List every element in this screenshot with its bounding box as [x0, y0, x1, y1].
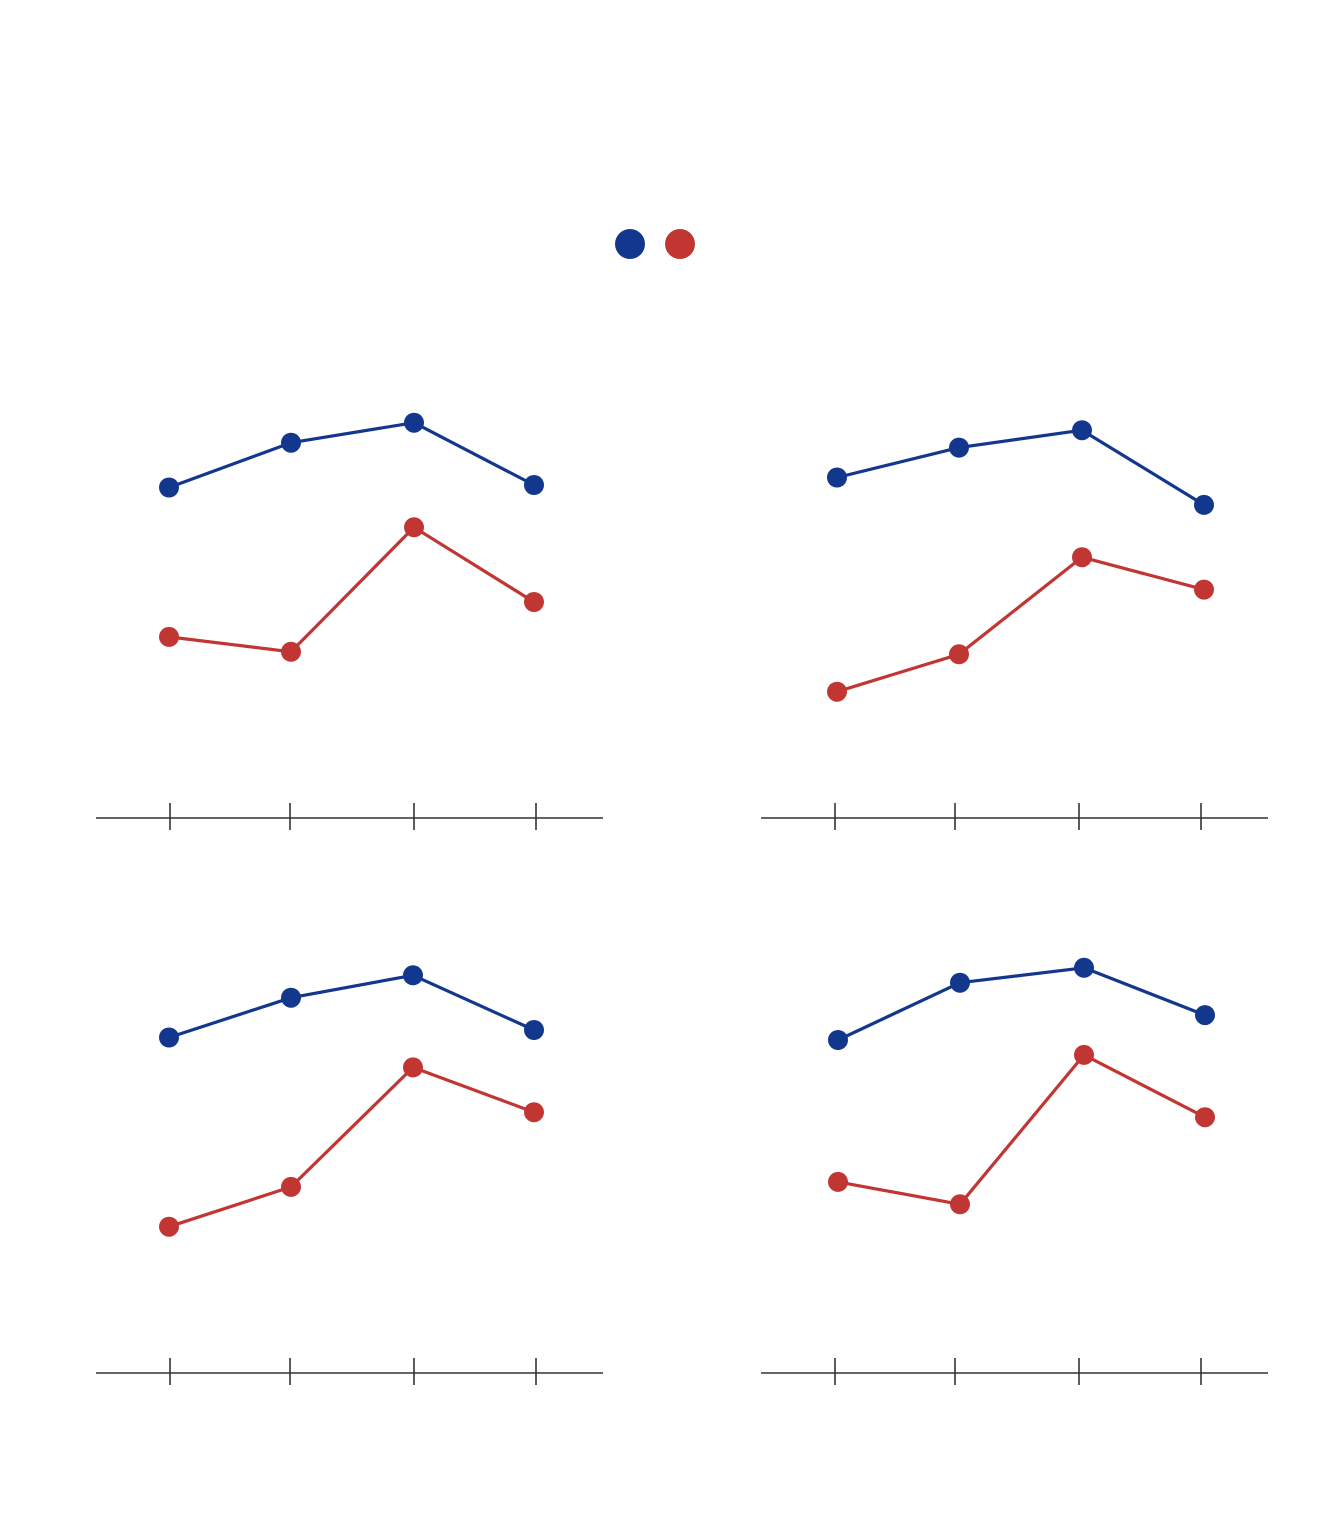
series-1 [159, 965, 544, 1048]
data-point-1 [828, 1030, 848, 1050]
series-line [168, 973, 535, 1040]
data-point-4 [524, 592, 544, 612]
data-point-1 [159, 626, 179, 647]
series-line [836, 428, 1205, 507]
series-2 [828, 1044, 1215, 1215]
data-point-2 [281, 1176, 301, 1197]
data-point-4 [1194, 494, 1214, 515]
panel-4 [761, 957, 1268, 1385]
data-point-3 [404, 412, 424, 433]
data-point-2 [950, 1194, 970, 1215]
data-point-4 [1195, 1005, 1215, 1026]
series-line [837, 1053, 1206, 1206]
data-point-1 [827, 467, 847, 488]
data-point-1 [159, 477, 179, 498]
data-point-4 [524, 1102, 544, 1123]
series-line [168, 1065, 535, 1229]
data-point-2 [281, 987, 301, 1008]
series-2 [159, 1057, 544, 1237]
panel-2 [761, 420, 1268, 830]
series-line [168, 421, 535, 490]
data-point-4 [1195, 1107, 1215, 1128]
chart-panels [96, 412, 1268, 1385]
data-point-2 [281, 432, 301, 453]
data-point-1 [828, 1171, 848, 1192]
series-1 [828, 957, 1215, 1050]
data-point-3 [404, 517, 424, 538]
data-point-4 [524, 475, 544, 495]
data-point-4 [524, 1020, 544, 1040]
data-point-3 [1072, 547, 1092, 568]
legend-marker-1 [615, 229, 645, 259]
data-point-2 [281, 641, 301, 662]
series-1 [159, 412, 544, 498]
data-point-1 [827, 681, 847, 702]
data-point-2 [949, 437, 969, 458]
data-point-3 [403, 965, 423, 986]
data-point-4 [1194, 579, 1214, 600]
series-line [837, 966, 1206, 1042]
data-point-2 [950, 972, 970, 993]
series-line [168, 525, 535, 654]
legend [615, 229, 695, 259]
data-point-3 [1072, 420, 1092, 441]
data-point-1 [159, 1027, 179, 1048]
data-point-3 [1074, 1044, 1094, 1065]
panel-3 [96, 965, 603, 1385]
data-point-2 [949, 644, 969, 665]
series-line [836, 555, 1205, 694]
series-1 [827, 420, 1214, 515]
data-point-1 [159, 1216, 179, 1237]
data-point-3 [403, 1057, 423, 1078]
data-point-3 [1074, 957, 1094, 978]
series-2 [159, 517, 544, 662]
legend-marker-2 [665, 229, 695, 259]
panel-1 [96, 412, 603, 830]
series-2 [827, 547, 1214, 702]
